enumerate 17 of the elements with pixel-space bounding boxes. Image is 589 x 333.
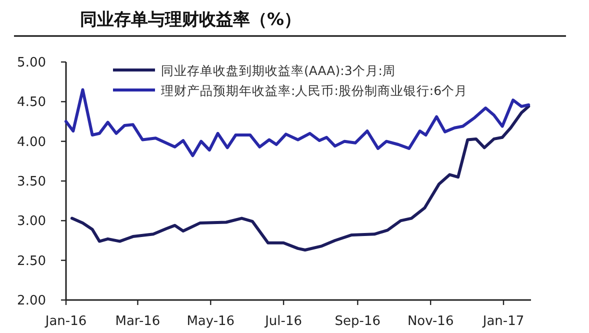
x-tick-label: May-16	[186, 314, 235, 329]
y-tick-label: 2.00	[17, 294, 46, 308]
title: 同业存单与理财收益率（%）	[80, 10, 302, 30]
y-tick-label: 3.50	[17, 174, 46, 190]
x-tick-label: Jan-16	[44, 314, 87, 329]
y-tick-label: 4.50	[17, 95, 46, 110]
x-tick-label: Jul-16	[264, 314, 302, 329]
x-tick-label: Nov-16	[407, 314, 454, 329]
x-tick-label: Sep-16	[334, 314, 381, 329]
y-tick-label: 5.00	[17, 56, 46, 70]
y-tick-label: 2.50	[17, 254, 46, 269]
legend-label: 同业存单收盘到期收益率(AAA):3个月:周	[161, 63, 396, 78]
x-tick-label: Jan-17	[482, 314, 524, 329]
legend-label: 理财产品预期年收益率:人民币:股份制商业银行:6个月	[161, 83, 468, 98]
y-tick-label: 4.00	[17, 134, 46, 150]
y-tick-label: 3.00	[17, 214, 46, 230]
x-tick-label: Mar-16	[115, 314, 160, 329]
